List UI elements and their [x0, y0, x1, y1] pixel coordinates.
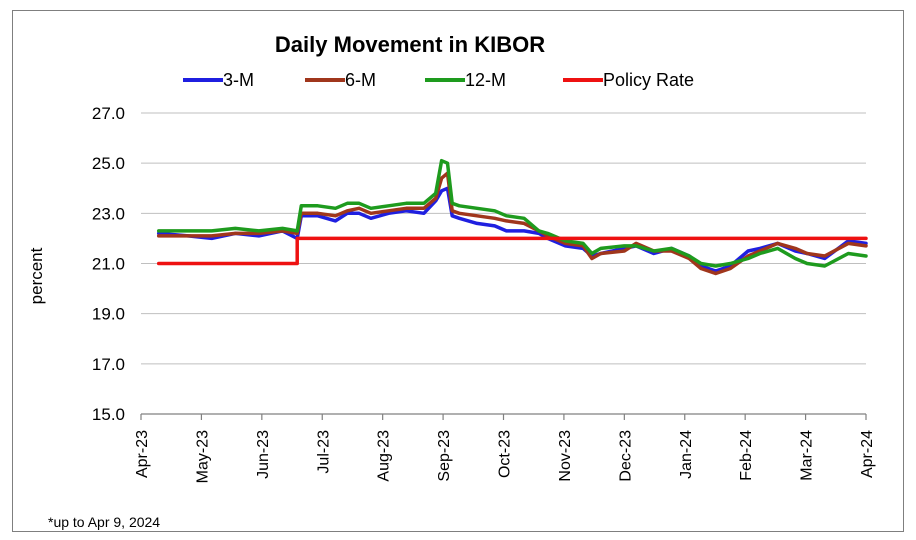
x-tick-label: Mar-24 [799, 430, 816, 481]
y-tick-label: 15.0 [92, 405, 125, 424]
x-tick-label: Jul-23 [315, 430, 332, 474]
x-tick-label: Jan-24 [678, 430, 695, 479]
x-tick-label: Jun-23 [255, 430, 272, 479]
series-lines [156, 158, 868, 276]
x-tick-label: Aug-23 [376, 430, 393, 482]
legend-label-12-m: 12-M [465, 70, 506, 90]
legend-label-policy-rate: Policy Rate [603, 70, 694, 90]
x-tick-label: Sep-23 [436, 430, 453, 482]
legend-label-3-m: 3-M [223, 70, 254, 90]
x-tick-label: Nov-23 [557, 430, 574, 482]
x-axis-ticks: Apr-23 May-23 Jun-23 Jul-23 Aug-23 Sep-23 Oct-… [134, 414, 876, 483]
y-axis-label: percent [27, 247, 46, 304]
legend-label-6-m: 6-M [345, 70, 376, 90]
y-tick-label: 23.0 [92, 204, 125, 223]
y-tick-label: 21.0 [92, 255, 125, 274]
x-tick-label: Apr-24 [859, 430, 876, 478]
series-line-6-m [156, 171, 868, 276]
x-tick-label: May-23 [194, 430, 211, 483]
chart-title: Daily Movement in KIBOR [275, 32, 545, 57]
y-tick-label: 19.0 [92, 305, 125, 324]
footnote: *up to Apr 9, 2024 [48, 514, 160, 530]
y-axis-ticks: 15.0 17.0 19.0 21.0 23.0 25.0 27.0 [92, 104, 125, 424]
x-tick-label: Apr-23 [134, 430, 151, 478]
x-tick-label: Oct-23 [497, 430, 514, 478]
legend: 3-M 6-M 12-M Policy Rate [183, 70, 694, 90]
x-tick-label: Dec-23 [617, 430, 634, 482]
y-tick-label: 25.0 [92, 154, 125, 173]
y-tick-label: 17.0 [92, 355, 125, 374]
series-line-policy-rate [156, 236, 868, 266]
y-tick-label: 27.0 [92, 104, 125, 123]
series-line-12-m [156, 158, 868, 268]
chart-frame [12, 10, 904, 532]
x-tick-label: Feb-24 [738, 430, 755, 481]
